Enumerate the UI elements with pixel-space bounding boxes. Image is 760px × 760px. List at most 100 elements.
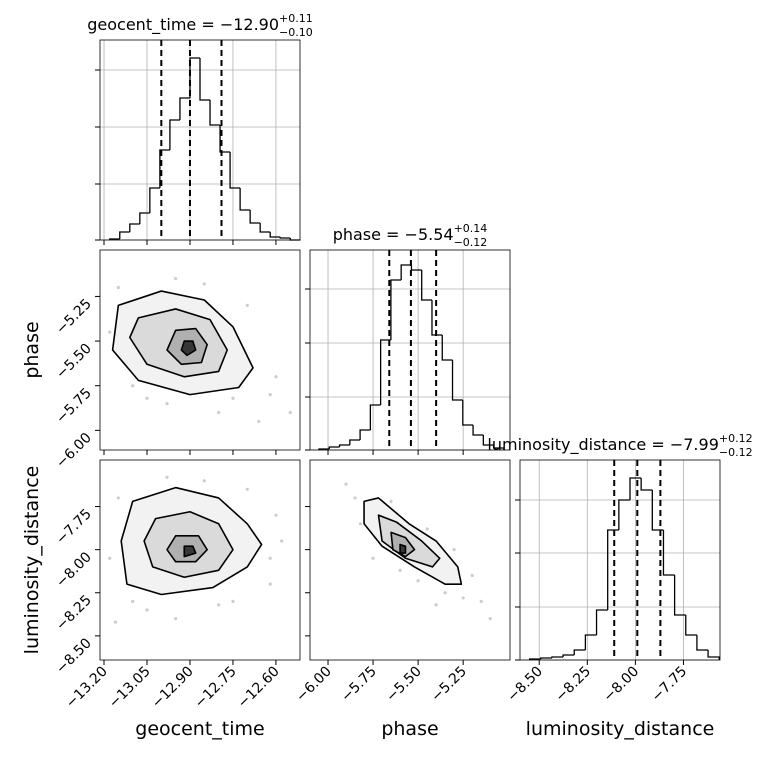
sample-point [217,603,221,607]
hist-bin [451,360,463,401]
hist-bin [169,119,180,150]
panel-title: phase = −5.54 [333,225,454,244]
sample-point [245,487,249,491]
x-axis-label: luminosity_distance [526,718,715,740]
hist-bin [696,635,709,651]
hist-bin [139,212,150,224]
sample-point [113,620,118,624]
hist-bin [492,445,505,450]
panel-frame [309,459,511,661]
hist-bin [441,335,453,361]
sample-point [488,617,492,621]
x-tick-label: −12.75 [192,664,240,712]
x-tick-label: −8.25 [552,664,594,706]
sample-point [116,285,120,290]
sample-point [245,303,249,307]
hist-bin [551,656,564,658]
sample-point [371,556,375,560]
sample-point [257,419,261,424]
y-tick-label: −8.50 [53,635,95,677]
x-tick-label: −5.25 [428,664,470,706]
hist-bin [390,279,402,340]
hist-bin [540,657,552,659]
sample-point [217,410,221,415]
sample-point [425,527,429,531]
x-tick-label: −8.00 [601,664,643,706]
hist-bin [421,270,432,301]
hist-bin [189,57,200,98]
hist-bin [338,444,350,447]
title-upper: +0.14 [454,222,488,235]
hist-bin [359,429,371,440]
hist-bin [279,237,291,239]
sample-point [416,579,420,583]
sample-point [358,522,363,526]
sample-point [470,573,474,578]
hist-bin [462,400,474,426]
hist-bin [685,615,697,636]
sample-point [145,608,149,612]
panel-frame [99,249,301,451]
hist-bin [640,478,653,491]
sample-point [231,396,235,400]
y-tick-label: −8.25 [53,592,95,634]
sample-point [389,499,393,503]
hist-bin [369,404,381,430]
hist-bin [119,231,130,239]
sample-point [452,548,456,552]
hist-bin [239,188,251,211]
panel-title: luminosity_distance = −7.99 [487,435,718,455]
y-tick-label: −6.00 [53,430,95,472]
panel-frame [519,459,721,661]
sample-point [288,410,292,415]
hist-bin [159,149,170,188]
hist-bin [219,125,231,153]
contour [180,340,197,357]
sample-point [274,375,278,379]
hist-bin [673,575,686,616]
y-tick-label: −5.25 [53,296,95,338]
hist-bin [400,264,412,280]
x-tick-label: −7.75 [649,664,691,706]
x-tick-label: −13.05 [106,664,154,712]
x-tick-label: −5.50 [383,664,425,706]
sample-point [353,496,357,500]
contour [377,514,441,568]
sample-point [274,513,278,517]
sample-point [398,568,402,572]
sample-point [434,603,438,607]
hist-bin [595,609,608,635]
sample-point [145,396,149,400]
hist-bin [179,97,190,120]
sample-point [108,556,112,560]
hist-bin [651,490,664,531]
hist-bin [431,300,443,336]
hist-bin [562,654,575,657]
hist-bin [410,265,422,271]
hist-bin [269,232,281,238]
x-tick-label: −12.60 [235,664,283,712]
sample-point [479,599,483,603]
sample-point [268,556,272,560]
sample-point [174,617,178,621]
hist-bin [149,187,160,213]
x-tick-label: −5.75 [338,664,380,706]
contour [399,543,407,554]
title-upper: +0.11 [279,12,313,25]
hist-bin [584,634,597,650]
sample-point [461,596,465,600]
y-tick-label: −7.75 [53,506,95,548]
sample-point [108,330,112,334]
sample-point [202,282,206,286]
hist-bin [249,210,261,224]
panel-title: geocent_time = −12.90 [87,15,279,35]
hist-bin [349,439,361,445]
x-axis-label: geocent_time [135,718,264,740]
title-lower: −0.12 [719,446,753,459]
hist-bin [379,339,391,405]
title-lower: −0.10 [279,26,313,39]
title-upper: +0.12 [719,432,753,445]
hist-bin [482,435,494,446]
contour [390,531,416,558]
